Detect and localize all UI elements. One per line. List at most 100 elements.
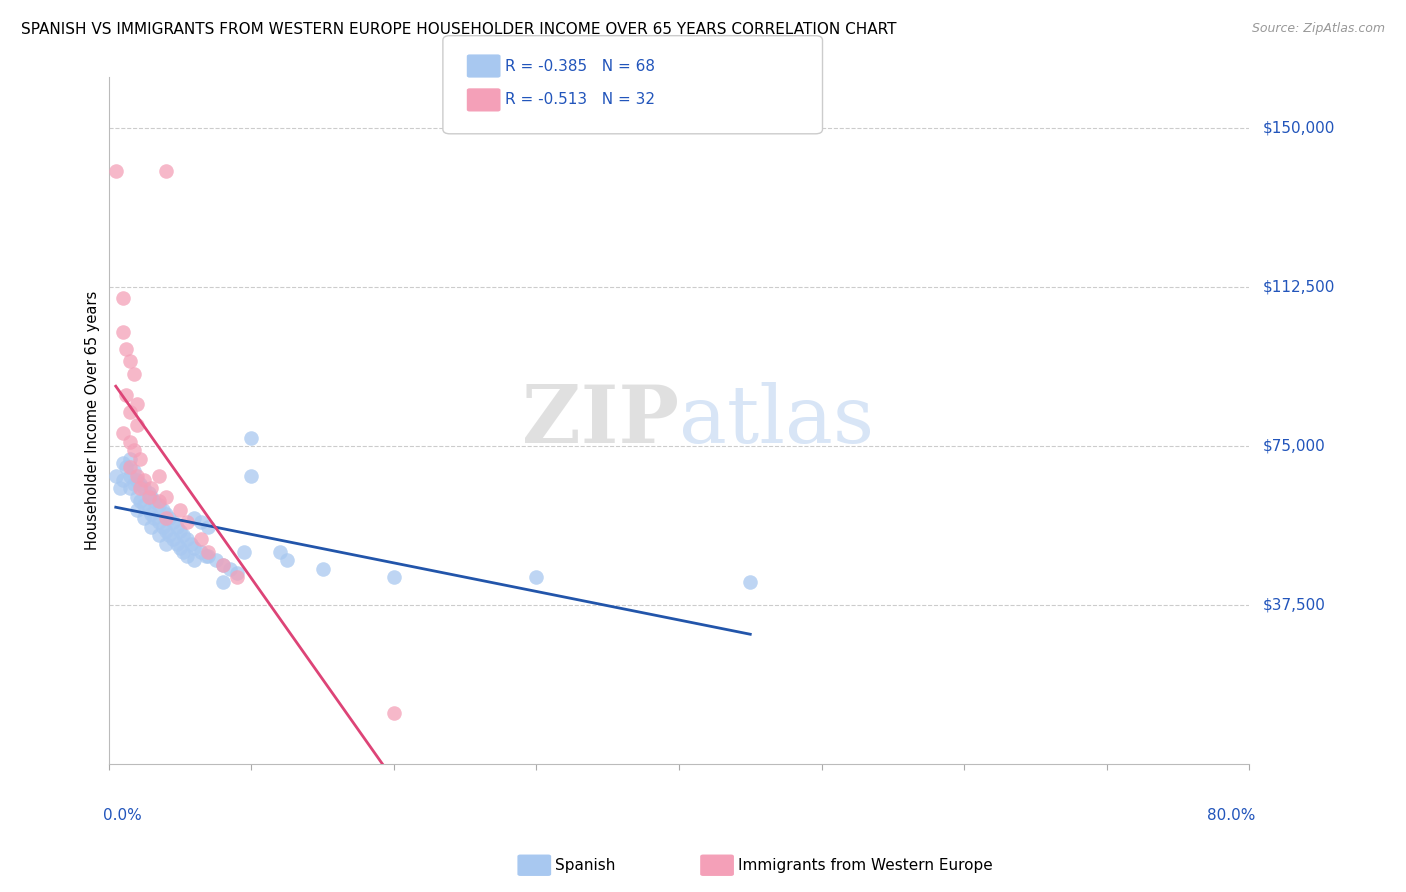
Point [118,405,141,419]
Point [226,570,249,584]
Point [124,465,146,479]
Point [211,558,233,572]
Point [129,477,152,491]
Point [111,473,134,487]
Point [524,570,547,584]
Point [148,494,170,508]
Point [162,516,184,530]
Point [127,473,149,487]
Point [138,485,160,500]
Point [134,511,156,525]
Text: $37,500: $37,500 [1263,598,1326,613]
Point [176,516,198,530]
Text: Immigrants from Western Europe: Immigrants from Western Europe [738,858,993,872]
Point [226,566,249,581]
Point [141,519,163,533]
Point [118,468,141,483]
Point [172,545,194,559]
Point [194,549,217,564]
Text: $150,000: $150,000 [1263,120,1336,136]
Point [183,511,205,525]
Point [111,291,134,305]
Point [169,541,191,555]
Point [114,388,136,402]
Point [211,558,233,572]
Text: SPANISH VS IMMIGRANTS FROM WESTERN EUROPE HOUSEHOLDER INCOME OVER 65 YEARS CORRE: SPANISH VS IMMIGRANTS FROM WESTERN EUROP… [21,22,897,37]
Point [129,451,152,466]
Point [166,536,188,550]
Point [269,545,291,559]
Point [134,499,156,513]
Text: 80.0%: 80.0% [1206,808,1256,823]
Point [240,468,263,483]
Point [141,482,163,496]
Point [740,574,762,589]
Point [134,473,156,487]
Point [197,545,219,559]
Text: $112,500: $112,500 [1263,280,1336,294]
Point [104,163,127,178]
Point [127,397,149,411]
Text: 0.0%: 0.0% [103,808,142,823]
Point [124,477,146,491]
Text: ZIP: ZIP [522,382,679,459]
Point [124,443,146,458]
Point [155,490,177,504]
Point [124,367,146,381]
Point [190,545,212,559]
Point [138,502,160,516]
Point [127,468,149,483]
Point [114,342,136,356]
Point [141,507,163,521]
Point [127,417,149,432]
Point [118,460,141,475]
Point [152,519,174,533]
Point [166,519,188,533]
Point [157,511,180,525]
Text: Source: ZipAtlas.com: Source: ZipAtlas.com [1251,22,1385,36]
Point [138,490,160,504]
Point [143,494,166,508]
Text: $75,000: $75,000 [1263,439,1326,453]
Point [190,516,212,530]
Point [197,549,219,564]
Point [183,541,205,555]
Point [240,431,263,445]
Point [118,354,141,368]
Point [127,502,149,516]
Point [211,574,233,589]
Point [148,499,170,513]
Point [169,502,191,516]
Point [148,516,170,530]
Point [134,482,156,496]
Point [233,545,256,559]
Text: R = -0.513   N = 32: R = -0.513 N = 32 [505,93,655,107]
Point [204,553,226,567]
Point [162,533,184,547]
Point [183,553,205,567]
Point [118,482,141,496]
Text: Spanish: Spanish [555,858,616,872]
Point [143,511,166,525]
Point [129,494,152,508]
Point [127,490,149,504]
Point [155,511,177,525]
Text: atlas: atlas [679,382,875,459]
Point [114,460,136,475]
Point [176,533,198,547]
Point [104,468,127,483]
Point [129,482,152,496]
Point [169,524,191,538]
Point [176,549,198,564]
Point [108,482,131,496]
Point [152,502,174,516]
Point [155,507,177,521]
Point [180,536,202,550]
Point [111,426,134,441]
Point [141,490,163,504]
Point [157,528,180,542]
Point [118,434,141,449]
Point [276,553,298,567]
Point [172,528,194,542]
Point [190,533,212,547]
